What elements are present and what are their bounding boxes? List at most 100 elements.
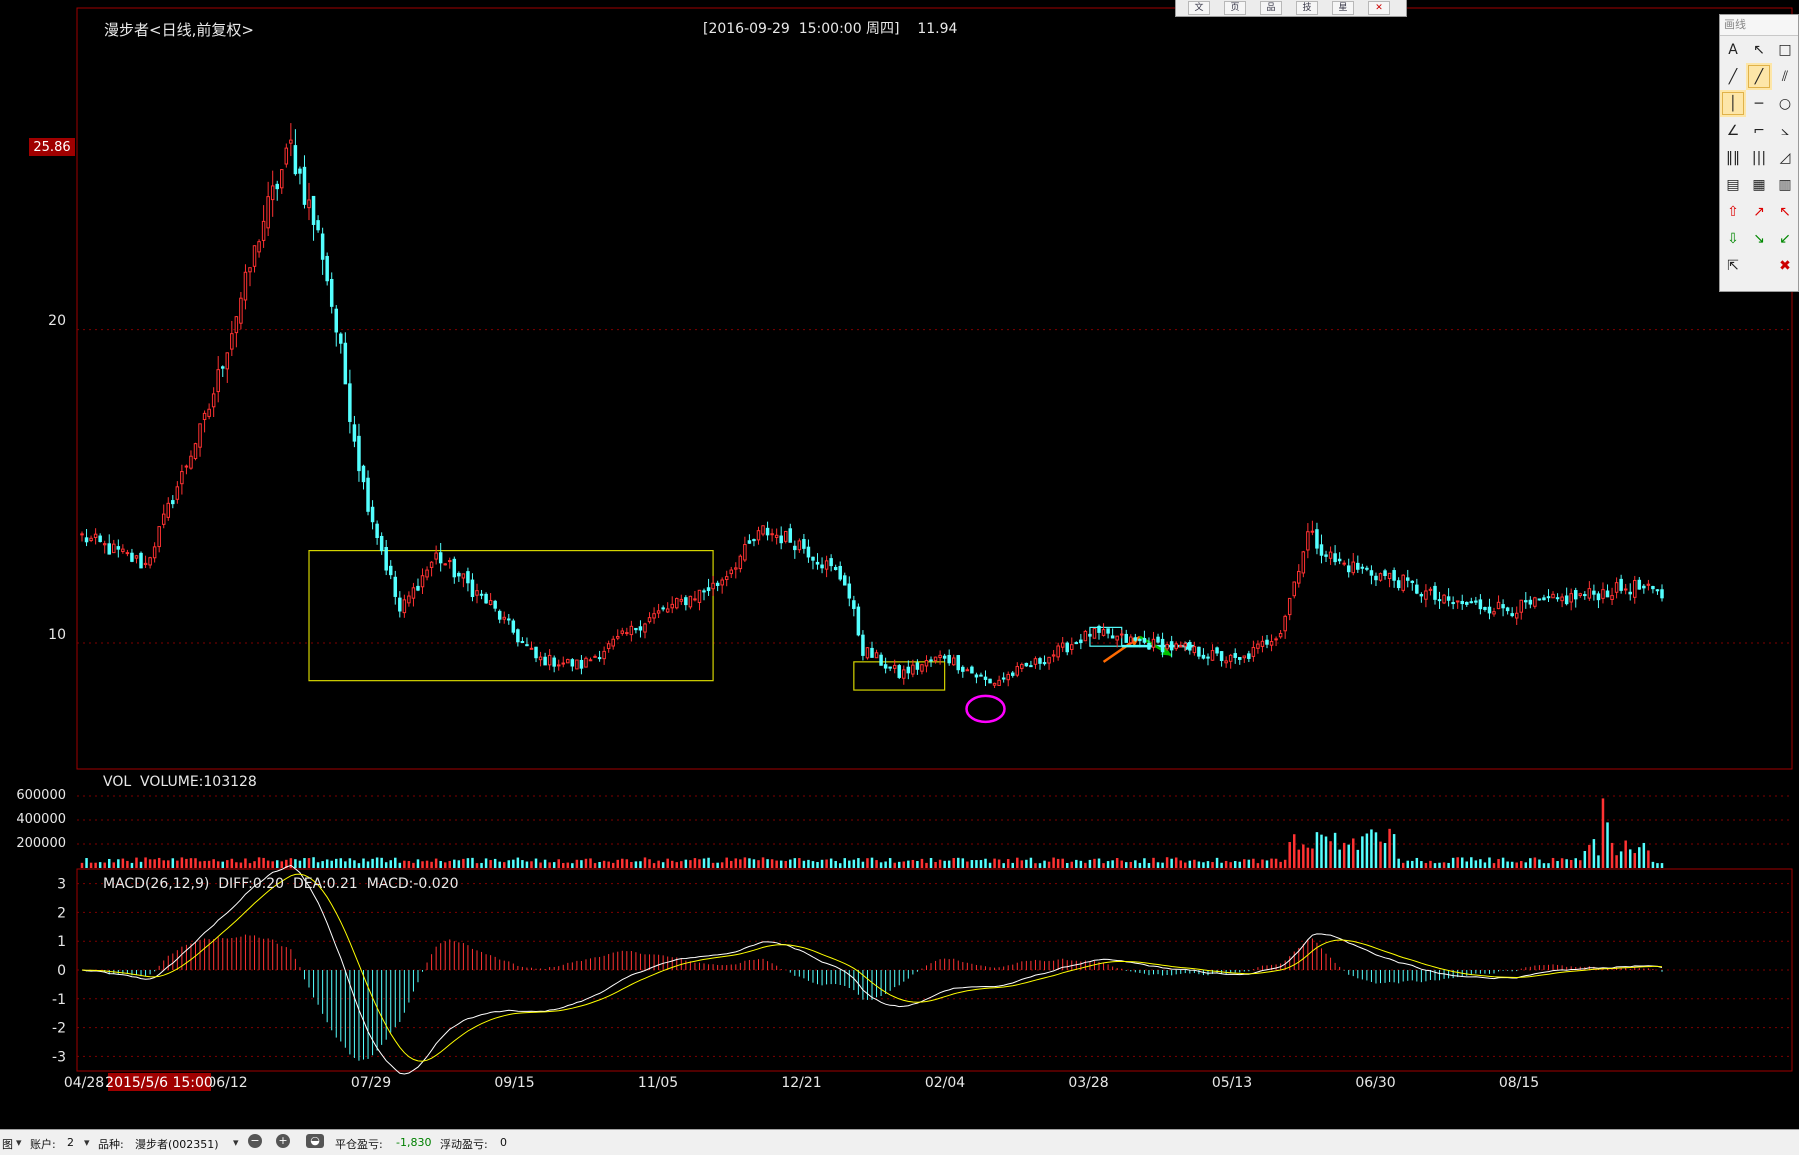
candle-body[interactable]	[425, 569, 429, 578]
candle-body[interactable]	[275, 183, 279, 190]
parallel-line-tool[interactable]: ⫽	[1781, 68, 1789, 85]
candle-body[interactable]	[547, 654, 552, 666]
candle-body[interactable]	[112, 543, 116, 554]
toolbar-button-6[interactable]: ✕	[1368, 1, 1390, 15]
zoom-in-icon[interactable]: +	[276, 1134, 290, 1148]
candle-body[interactable]	[116, 546, 121, 550]
candle-body[interactable]	[656, 610, 661, 614]
candle-body[interactable]	[724, 576, 729, 581]
down-left-arrow-tool[interactable]: ↙	[1779, 230, 1791, 247]
candle-body[interactable]	[947, 654, 951, 664]
candle-body[interactable]	[579, 659, 584, 669]
candle-body[interactable]	[1129, 636, 1133, 644]
candle-body[interactable]	[1110, 635, 1115, 639]
candle-body[interactable]	[1097, 625, 1101, 633]
candle-body[interactable]	[1446, 596, 1451, 601]
candle-body[interactable]	[1183, 643, 1188, 647]
candle-body[interactable]	[497, 610, 502, 620]
candle-body[interactable]	[865, 647, 870, 659]
candle-body[interactable]	[743, 544, 747, 561]
candle-body[interactable]	[379, 535, 384, 552]
product-dropdown-arrow[interactable]: ▾	[233, 1136, 239, 1149]
fibonacci-fan-tool[interactable]: ◿	[1779, 149, 1791, 166]
candle-body[interactable]	[1660, 589, 1664, 599]
candle-body[interactable]	[833, 566, 838, 570]
candle-body[interactable]	[1524, 600, 1528, 603]
candle-body[interactable]	[1297, 570, 1301, 584]
candle-body[interactable]	[1646, 583, 1651, 586]
candle-body[interactable]	[602, 650, 606, 660]
candle-body[interactable]	[1151, 638, 1156, 648]
candle-body[interactable]	[134, 555, 139, 559]
blank-tool[interactable]	[1746, 252, 1772, 279]
candle-body[interactable]	[1496, 601, 1501, 610]
candle-body[interactable]	[1233, 653, 1237, 658]
candle-body[interactable]	[892, 664, 897, 669]
candle-body[interactable]	[802, 539, 806, 549]
candle-body[interactable]	[198, 423, 202, 448]
candle-body[interactable]	[289, 139, 293, 144]
candle-body[interactable]	[843, 575, 847, 586]
candle-body[interactable]	[325, 255, 329, 282]
candle-body[interactable]	[697, 589, 702, 603]
candle-body[interactable]	[534, 646, 538, 659]
candle-body[interactable]	[593, 655, 597, 658]
candle-body[interactable]	[1596, 593, 1601, 601]
candle-body[interactable]	[1455, 600, 1460, 603]
candle-body[interactable]	[1328, 551, 1333, 559]
candle-body[interactable]	[747, 540, 752, 544]
candle-body[interactable]	[1033, 658, 1038, 665]
candle-body[interactable]	[180, 471, 184, 485]
candle-body[interactable]	[1042, 662, 1047, 665]
candle-body[interactable]	[511, 620, 516, 633]
candle-body[interactable]	[243, 271, 248, 301]
candle-body[interactable]	[911, 664, 915, 675]
candle-body[interactable]	[1514, 612, 1519, 619]
candle-body[interactable]	[1365, 567, 1369, 570]
candle-body[interactable]	[597, 657, 602, 660]
text-label-tool[interactable]: ▦	[1752, 176, 1766, 193]
pointer-arrow-tool[interactable]: ↖	[1753, 41, 1765, 58]
candle-body[interactable]	[1174, 643, 1178, 650]
candle-body[interactable]	[1306, 531, 1310, 551]
candle-body[interactable]	[239, 297, 243, 324]
candle-body[interactable]	[634, 627, 638, 631]
candle-body[interactable]	[270, 185, 275, 201]
candle-body[interactable]	[1178, 645, 1183, 648]
line-tool[interactable]: ╱	[1728, 68, 1738, 85]
candle-body[interactable]	[502, 616, 506, 620]
candle-body[interactable]	[1392, 570, 1396, 581]
candle-body[interactable]	[924, 660, 929, 667]
gann-angle-tool[interactable]: ⦣	[1780, 122, 1790, 139]
candle-body[interactable]	[1047, 656, 1051, 664]
candle-body[interactable]	[1619, 578, 1623, 591]
candle-body[interactable]	[1623, 588, 1628, 591]
candle-body[interactable]	[357, 435, 361, 472]
candle-body[interactable]	[293, 145, 298, 175]
price-candles[interactable]	[80, 123, 1664, 689]
candle-body[interactable]	[1051, 654, 1056, 657]
candle-body[interactable]	[852, 600, 856, 609]
candle-body[interactable]	[1401, 574, 1405, 591]
candle-body[interactable]	[1029, 665, 1033, 668]
candle-body[interactable]	[361, 465, 366, 483]
candle-body[interactable]	[107, 543, 111, 555]
candle-body[interactable]	[1451, 602, 1455, 605]
candle-body[interactable]	[729, 569, 734, 575]
toolbar-button-5[interactable]: 星	[1332, 1, 1354, 15]
candle-body[interactable]	[1633, 580, 1637, 598]
candle-body[interactable]	[1219, 651, 1224, 662]
candle-body[interactable]	[1206, 656, 1210, 659]
candle-body[interactable]	[992, 682, 997, 686]
candle-body[interactable]	[307, 199, 311, 209]
candle-body[interactable]	[1487, 606, 1492, 614]
candle-body[interactable]	[965, 669, 970, 672]
candle-body[interactable]	[1247, 653, 1251, 659]
candle-body[interactable]	[402, 599, 407, 614]
candle-body[interactable]	[1469, 601, 1474, 604]
candle-body[interactable]	[988, 678, 992, 684]
candle-body[interactable]	[1169, 641, 1174, 651]
candle-body[interactable]	[520, 641, 525, 644]
candle-body[interactable]	[1315, 529, 1319, 549]
candle-body[interactable]	[475, 590, 479, 596]
